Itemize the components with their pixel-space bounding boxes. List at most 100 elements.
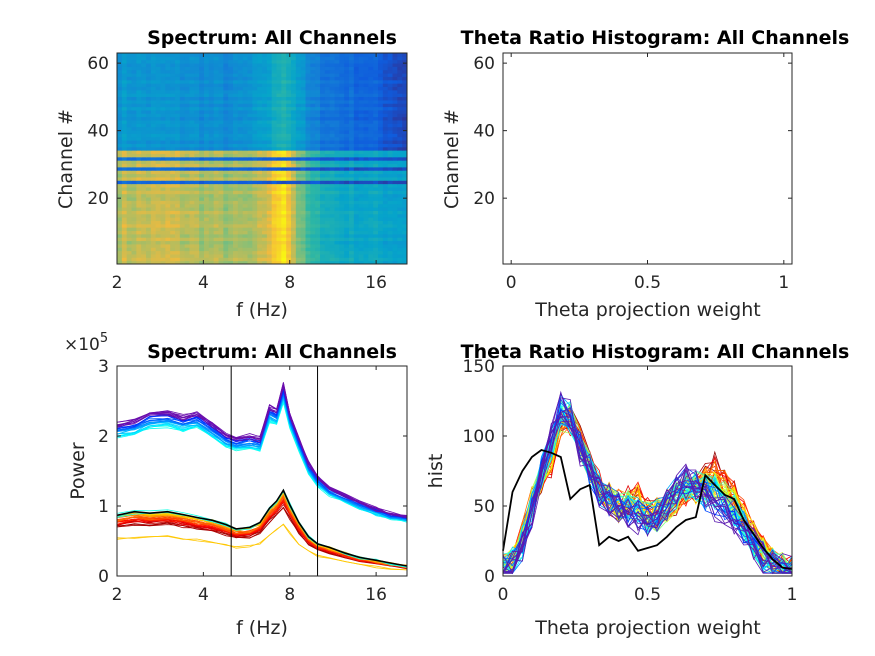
heatmap-cell	[208, 113, 215, 118]
heatmap-cell	[353, 153, 360, 158]
heatmap-cell	[373, 133, 379, 138]
heatmap-cell	[233, 123, 239, 128]
heatmap-cell	[208, 156, 215, 161]
heatmap-cell	[324, 63, 331, 67]
heatmap-cell	[276, 123, 282, 128]
heatmap-cell	[349, 146, 355, 151]
heatmap-cell	[310, 220, 316, 225]
heatmap-cell	[300, 170, 306, 175]
heatmap-cell	[339, 260, 345, 265]
heatmap-cell	[199, 130, 205, 134]
channel-line	[502, 411, 792, 574]
heatmap-cell	[262, 260, 268, 265]
heatmap-cell	[373, 130, 379, 134]
heatmap-cell	[199, 180, 205, 185]
heatmap-cell	[257, 76, 263, 81]
heatmap-cell	[368, 53, 374, 57]
heatmap-cell	[189, 59, 195, 64]
heatmap-cell	[320, 193, 326, 198]
heatmap-cell	[378, 113, 384, 118]
heatmap-cell	[257, 207, 263, 211]
heatmap-cell	[387, 76, 393, 81]
heatmap-cell	[184, 190, 190, 195]
heatmap-cell	[237, 257, 244, 262]
heatmap-cell	[218, 233, 224, 238]
heatmap-cell	[295, 53, 302, 57]
heatmap-cell	[397, 160, 403, 165]
heatmap-cell	[353, 210, 360, 215]
heatmap-cell	[257, 123, 263, 128]
heatmap-cell	[155, 133, 161, 138]
heatmap-cell	[155, 153, 161, 158]
heatmap-cell	[204, 197, 210, 201]
heatmap-cell	[358, 180, 364, 185]
heatmap-cell	[392, 213, 398, 218]
heatmap-cell	[334, 233, 340, 238]
heatmap-cell	[392, 207, 398, 211]
heatmap-cell	[194, 83, 200, 87]
heatmap-cell	[247, 253, 253, 258]
heatmap-cell	[194, 260, 200, 265]
heatmap-cell	[189, 173, 195, 178]
heatmap-cell	[378, 140, 384, 144]
heatmap-cell	[310, 140, 316, 144]
heatmap-cell	[373, 79, 379, 84]
heatmap-cell	[262, 217, 268, 221]
heatmap-cell	[402, 233, 408, 238]
heatmap-cell	[262, 83, 268, 87]
heatmap-cell	[242, 130, 248, 134]
heatmap-cell	[208, 166, 215, 171]
heatmap-cell	[382, 83, 389, 87]
heatmap-cell	[204, 203, 210, 208]
heatmap-cell	[141, 207, 147, 211]
heatmap-cell	[363, 193, 369, 198]
heatmap-cell	[257, 86, 263, 91]
heatmap-cell	[397, 99, 403, 104]
heatmap-cell	[126, 73, 132, 77]
heatmap-cell	[368, 99, 374, 104]
heatmap-cell	[136, 116, 142, 121]
heatmap-cell	[189, 106, 195, 111]
heatmap-cell	[315, 116, 321, 121]
heatmap-cell	[141, 257, 147, 262]
heatmap-cell	[247, 213, 253, 218]
heatmap-cell	[378, 166, 384, 171]
heatmap-cell	[257, 106, 263, 111]
heatmap-cell	[291, 123, 297, 128]
heatmap-cell	[126, 146, 132, 151]
heatmap-cell	[353, 63, 360, 67]
heatmap-cell	[402, 247, 408, 252]
channel-line	[116, 387, 408, 519]
heatmap-cell	[184, 63, 190, 67]
heatmap-cell	[121, 156, 128, 161]
heatmap-cell	[126, 183, 132, 188]
heatmap-cell	[373, 156, 379, 161]
heatmap-cell	[199, 197, 205, 201]
heatmap-cell	[305, 220, 311, 225]
heatmap-cell	[329, 163, 335, 168]
heatmap-cell	[315, 193, 321, 198]
heatmap-cell	[204, 233, 210, 238]
heatmap-cell	[310, 183, 316, 188]
heatmap-cell	[402, 126, 408, 131]
heatmap-cell	[358, 166, 364, 171]
heatmap-cell	[344, 207, 350, 211]
heatmap-cell	[237, 210, 244, 215]
heatmap-cell	[233, 66, 239, 71]
mean-line	[502, 449, 793, 570]
heatmap-cell	[194, 173, 200, 178]
heatmap-cell	[373, 210, 379, 215]
heatmap-cell	[155, 230, 161, 235]
heatmap-cell	[339, 109, 345, 114]
heatmap-cell	[199, 73, 205, 77]
heatmap-cell	[184, 106, 190, 111]
heatmap-cell	[208, 207, 215, 211]
heatmap-cell	[368, 106, 374, 111]
heatmap-cell	[320, 253, 326, 258]
heatmap-cell	[146, 133, 152, 138]
heatmap-cell	[252, 103, 258, 108]
heatmap-cell	[310, 79, 316, 84]
heatmap-cell	[150, 69, 157, 74]
heatmap-cell	[276, 153, 282, 158]
